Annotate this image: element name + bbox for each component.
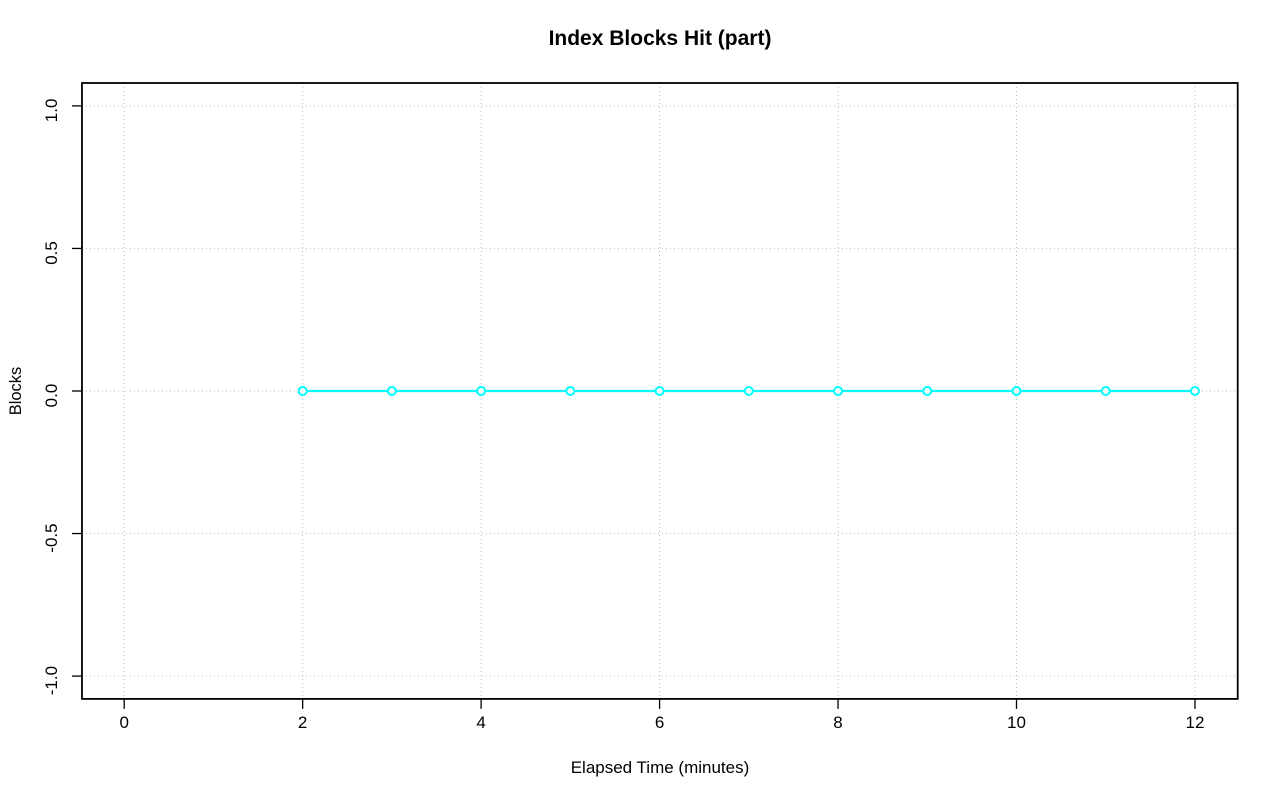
svg-text:8: 8 xyxy=(833,713,842,732)
svg-text:-0.5: -0.5 xyxy=(42,523,61,552)
svg-text:12: 12 xyxy=(1185,713,1204,732)
svg-text:0.5: 0.5 xyxy=(42,241,61,265)
svg-text:0.0: 0.0 xyxy=(42,384,61,408)
svg-text:Blocks: Blocks xyxy=(7,367,25,416)
svg-text:Index Blocks Hit (part): Index Blocks Hit (part) xyxy=(549,27,772,50)
svg-text:-1.0: -1.0 xyxy=(42,666,61,695)
svg-text:Elapsed Time (minutes): Elapsed Time (minutes) xyxy=(571,758,750,777)
svg-text:4: 4 xyxy=(476,713,485,732)
svg-text:0: 0 xyxy=(119,713,128,732)
svg-text:2: 2 xyxy=(298,713,307,732)
svg-text:1.0: 1.0 xyxy=(42,99,61,123)
svg-text:10: 10 xyxy=(1007,713,1026,732)
svg-text:6: 6 xyxy=(655,713,664,732)
